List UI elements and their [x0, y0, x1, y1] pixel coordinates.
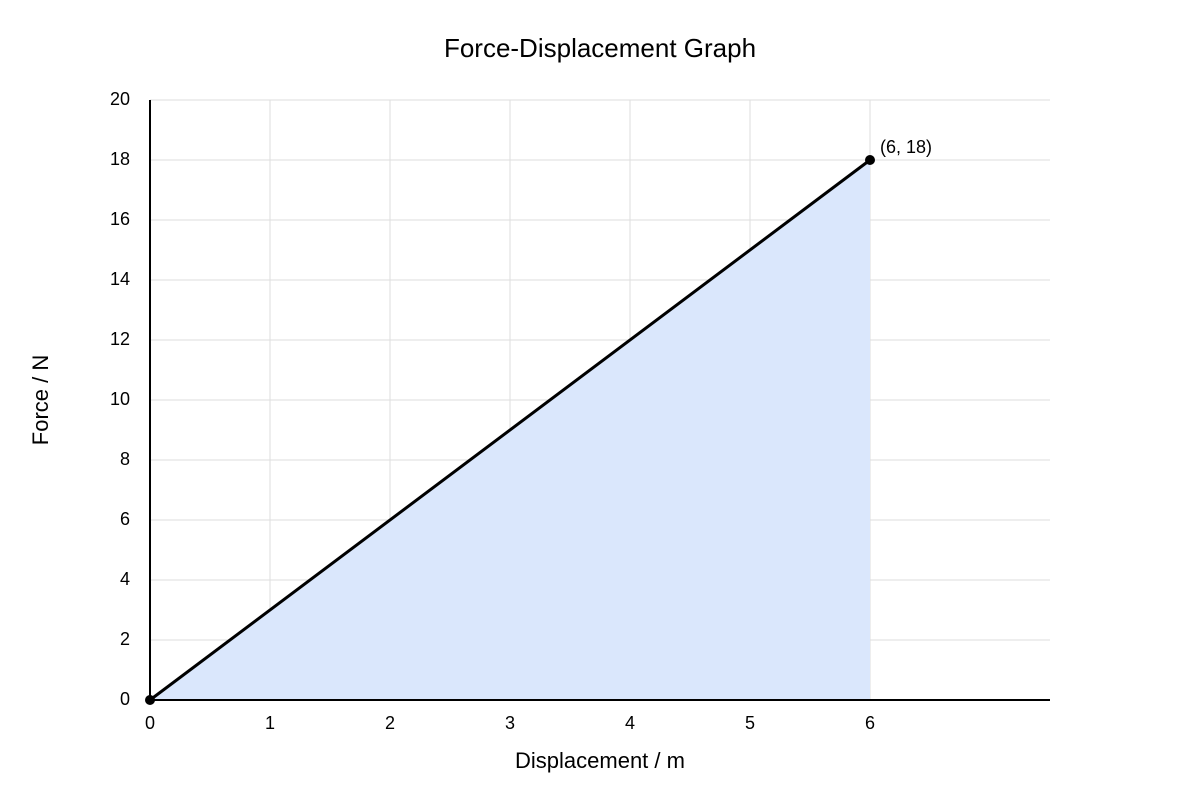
chart-title: Force-Displacement Graph: [444, 33, 756, 63]
y-tick-label: 18: [110, 149, 130, 169]
y-tick-label: 20: [110, 89, 130, 109]
x-tick-label: 3: [505, 713, 515, 733]
y-tick-label: 16: [110, 209, 130, 229]
point: [865, 155, 875, 165]
y-tick-label: 12: [110, 329, 130, 349]
x-tick-label: 4: [625, 713, 635, 733]
y-tick-label: 6: [120, 509, 130, 529]
y-axis-label: Force / N: [28, 355, 53, 445]
y-tick-label: 14: [110, 269, 130, 289]
y-tick-label: 0: [120, 689, 130, 709]
x-axis-label: Displacement / m: [515, 748, 685, 773]
y-tick-label: 2: [120, 629, 130, 649]
x-tick-label: 1: [265, 713, 275, 733]
line: [149, 158, 871, 702]
annotation: (6, 18): [880, 137, 932, 157]
x-tick-label: 6: [865, 713, 875, 733]
y-tick-label: 8: [120, 449, 130, 469]
x-tick-label: 5: [745, 713, 755, 733]
y-tick-label: 10: [110, 389, 130, 409]
x-tick-label: 2: [385, 713, 395, 733]
x-tick-label: 0: [145, 713, 155, 733]
y-tick-label: 4: [120, 569, 130, 589]
